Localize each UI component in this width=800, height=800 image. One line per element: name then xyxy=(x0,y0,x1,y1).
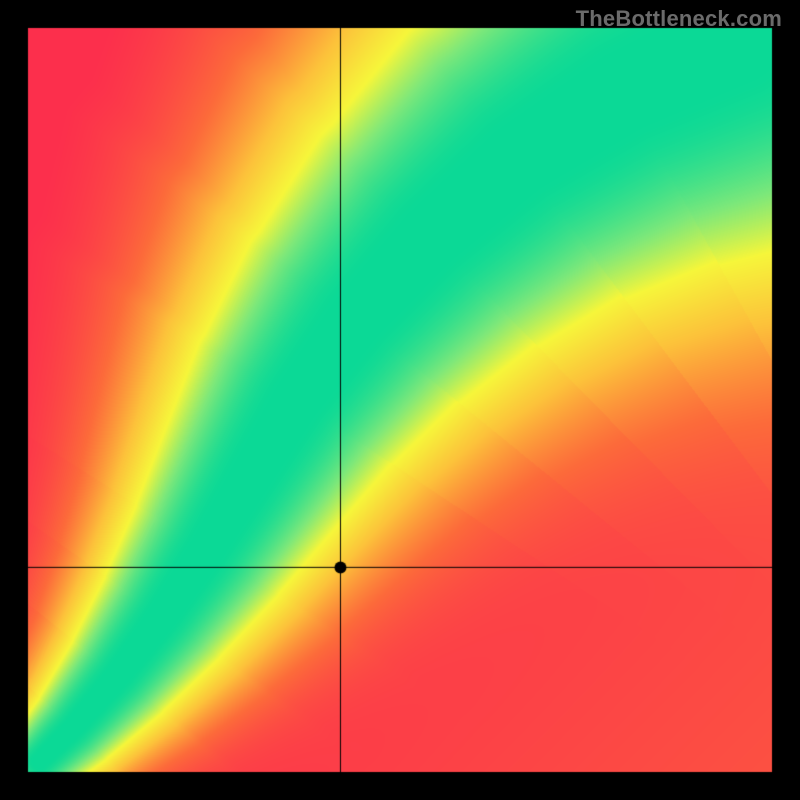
watermark-text: TheBottleneck.com xyxy=(576,6,782,32)
heatmap-canvas xyxy=(0,0,800,800)
chart-container: TheBottleneck.com xyxy=(0,0,800,800)
